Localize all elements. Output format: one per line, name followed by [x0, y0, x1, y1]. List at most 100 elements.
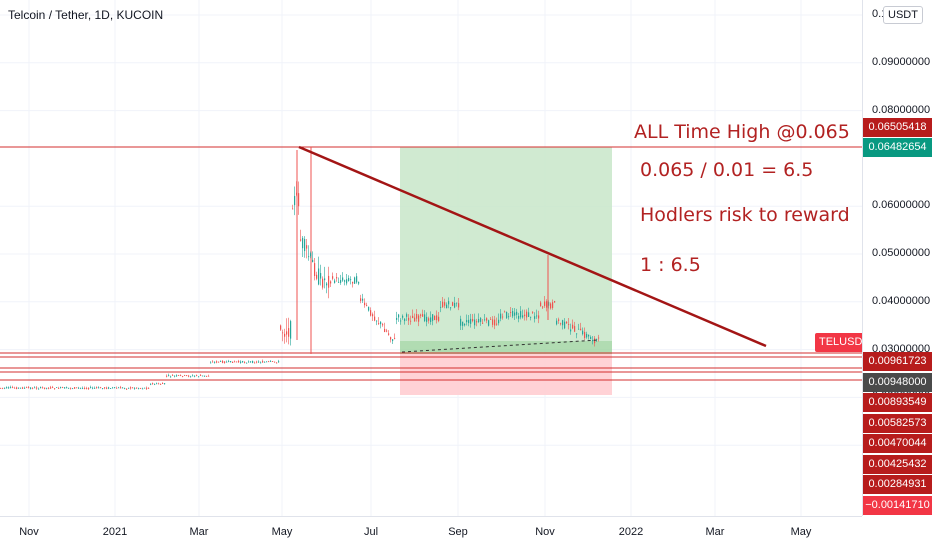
candle-body [452, 302, 454, 306]
candle-body [8, 387, 10, 389]
candle-body [108, 387, 110, 389]
annotation-ratio[interactable]: 0.065 / 0.01 = 6.5 [640, 159, 814, 181]
candle-body [518, 315, 520, 319]
candle-body [58, 388, 60, 389]
price-tag: 0.06482654 [863, 138, 932, 157]
candle-body [104, 387, 106, 389]
candle-body [92, 387, 94, 389]
candle-body [520, 311, 522, 318]
candle-body [250, 361, 252, 363]
candle-body [358, 282, 360, 284]
entry-zone[interactable] [400, 341, 612, 354]
profit-zone[interactable] [400, 147, 612, 341]
annotation-rr[interactable]: 1 : 6.5 [640, 254, 701, 276]
candle-body [224, 361, 226, 363]
candle-body [190, 376, 192, 378]
candle-body [282, 332, 284, 334]
candle-body [382, 324, 384, 326]
candle-body [198, 376, 200, 378]
candle-body [202, 375, 204, 377]
candle-body [52, 387, 54, 388]
candle-body [288, 328, 290, 337]
candle-body [200, 375, 202, 377]
candle-body [392, 339, 394, 342]
candle-body [88, 388, 90, 389]
candle-body [16, 387, 18, 389]
currency-selector[interactable]: USDT [883, 6, 923, 24]
candle-body [14, 387, 16, 389]
candle-body [540, 302, 542, 307]
candle-body [98, 387, 100, 389]
candle-body [562, 320, 564, 326]
candle-body [568, 324, 570, 325]
price-tag: 0.00470044 [863, 434, 932, 453]
candle-body [284, 333, 286, 337]
candle-body [456, 302, 458, 304]
candle-body [340, 280, 342, 283]
candle-body [326, 283, 328, 286]
candle-body [400, 320, 402, 322]
candle-body [74, 387, 76, 389]
candle-body [230, 361, 232, 363]
candle-body [542, 306, 544, 308]
descending-trendline[interactable] [298, 145, 767, 348]
candle-body [86, 387, 88, 389]
candle-body [18, 387, 20, 389]
candle-body [158, 383, 160, 385]
candle-body [36, 387, 38, 389]
candle-body [598, 337, 600, 339]
candle-body [348, 278, 350, 281]
price-label: 0.05000000 [872, 247, 931, 259]
candle-body [362, 298, 364, 301]
time-axis[interactable] [0, 516, 862, 551]
candle-body [262, 361, 264, 363]
candle-body [122, 387, 124, 389]
candle-body [304, 239, 306, 252]
candle-body [554, 301, 556, 303]
candle-body [278, 361, 280, 363]
candle-body [276, 362, 278, 364]
candle-body [254, 362, 256, 364]
time-label: 2021 [102, 526, 128, 538]
candle-body [318, 268, 320, 285]
price-label: 0.09000000 [872, 55, 931, 68]
candle-body [390, 337, 392, 340]
candle-body [356, 276, 358, 283]
candle-body [208, 375, 210, 377]
candle-body [406, 314, 408, 317]
candle-body [374, 316, 376, 321]
annotation-ath[interactable]: ALL Time High @0.065 [634, 121, 850, 143]
candle-body [264, 361, 266, 363]
price-chart[interactable] [0, 0, 862, 516]
time-label: 2022 [618, 526, 644, 538]
candle-body [338, 281, 340, 283]
candle-body [544, 301, 546, 306]
loss-zone[interactable] [400, 354, 612, 395]
candle-body [180, 375, 182, 376]
candle-body [266, 361, 268, 363]
candle-body [38, 388, 40, 390]
candle-body [500, 313, 502, 319]
dashed-support-line[interactable] [401, 339, 599, 353]
candle-body [280, 325, 282, 330]
candle-body [510, 312, 512, 313]
candle-body [424, 314, 426, 322]
price-tag: −0.00141710 [863, 496, 932, 515]
candle-body [248, 361, 250, 363]
candle-body [76, 387, 78, 389]
candle-body [28, 387, 30, 388]
candle-body [210, 362, 212, 364]
candle-body [62, 387, 64, 388]
candle-body [20, 387, 22, 389]
annotation-risk[interactable]: Hodlers risk to reward [640, 204, 850, 226]
candle-body [454, 302, 456, 308]
candle-body [34, 387, 36, 389]
candle-body [94, 387, 96, 389]
time-label: Nov [535, 526, 555, 538]
candle-body [306, 245, 308, 249]
candle-body [240, 361, 242, 363]
candle-body [582, 330, 584, 335]
candle-body [364, 302, 366, 306]
candle-body [574, 326, 576, 332]
chart-area[interactable]: Telcoin / Tether, 1D, KUCOIN ALL Time Hi… [0, 0, 862, 516]
